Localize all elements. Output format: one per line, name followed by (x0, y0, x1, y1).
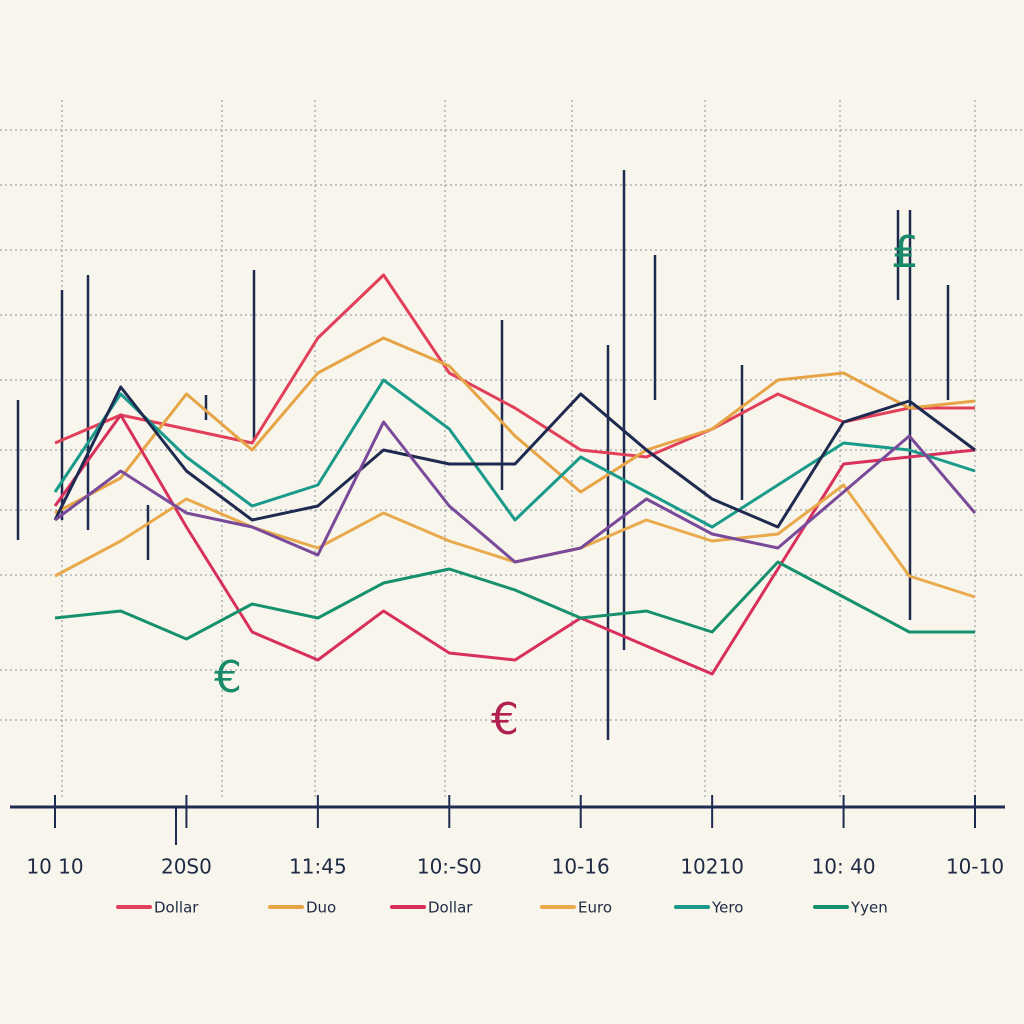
legend-label: Dollar (428, 899, 473, 917)
x-tick-label: 10: 40 (812, 855, 876, 879)
legend-label: Euro (578, 899, 612, 917)
annotation: ₤ (891, 227, 919, 278)
spikes (16, 170, 950, 740)
annotation: € (214, 652, 242, 703)
grid (0, 100, 1024, 800)
series-line (54, 420, 977, 564)
series-line (53, 378, 976, 529)
legend-label: Dollar (154, 899, 199, 917)
x-tick-label: 11:45 (289, 855, 347, 879)
x-tick-label: 10210 (680, 855, 744, 879)
series-line (53, 413, 976, 676)
series-line (53, 385, 976, 529)
series-line (54, 273, 975, 459)
series-line (54, 483, 976, 599)
legend-label: Yero (711, 899, 743, 917)
series-line (54, 560, 975, 641)
x-tick-label: 10-16 (552, 855, 610, 879)
x-tick-label: 10:-S0 (417, 855, 482, 879)
x-tick-label: 20S0 (161, 855, 212, 879)
legend-label: Duo (306, 899, 336, 917)
x-tick-label: 10-10 (946, 855, 1004, 879)
legend-label: Yyen (850, 899, 888, 917)
series-line (54, 336, 976, 515)
x-tick-label: 10 10 (26, 855, 83, 879)
annotation: € (491, 694, 519, 745)
